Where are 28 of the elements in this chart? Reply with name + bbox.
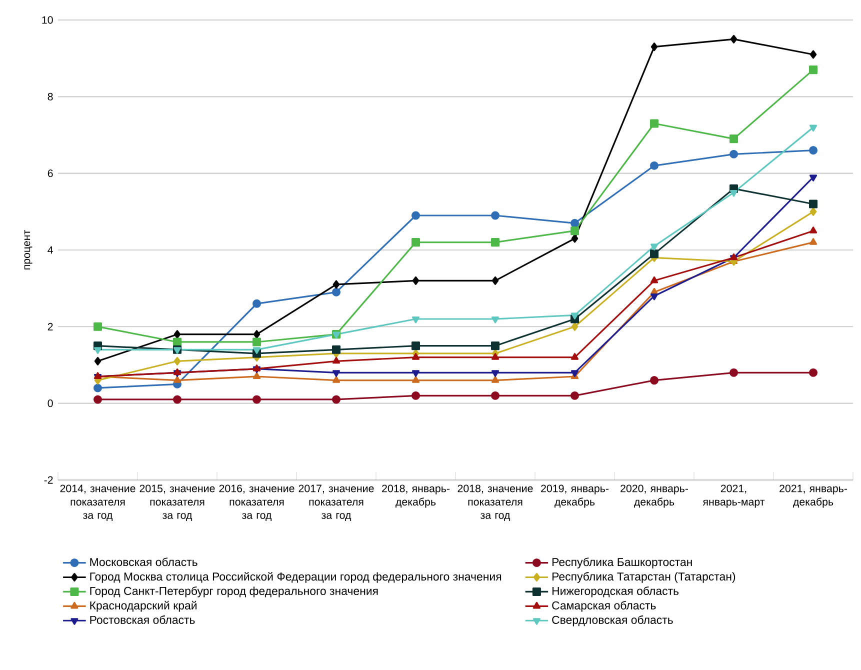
x-tick-label: 2021, январь-март bbox=[702, 484, 765, 508]
x-tick-label: 2020, январь-декабрь bbox=[620, 484, 688, 508]
legend-label: Нижегородская область bbox=[552, 586, 679, 598]
legend-label: Город Санкт-Петербург город федерального значения bbox=[90, 586, 378, 598]
y-tick-label: 2 bbox=[48, 322, 53, 330]
y-tick-label: 6 bbox=[48, 170, 53, 178]
legend-label: Краснодарский край bbox=[90, 600, 196, 612]
legend-label: Свердловская область bbox=[552, 615, 673, 626]
legend-label: Московская область bbox=[90, 558, 198, 566]
legend-label: Республика Башкортостан bbox=[552, 558, 692, 568]
y-tick-label: 4 bbox=[48, 246, 53, 254]
y-axis-title: процент bbox=[24, 230, 32, 270]
x-tick-label: 2018, январь-декабрь bbox=[382, 484, 450, 508]
legend-label: Город Москва столица Российской Федерации город федерального значения bbox=[90, 572, 502, 583]
x-tick-label: 2014, значение показателя за год bbox=[60, 484, 136, 521]
y-tick-label: 10 bbox=[42, 16, 53, 24]
x-tick-label: 2017, значение показателя за год bbox=[298, 484, 374, 521]
x-tick-label: 2015, значение показателя за год bbox=[140, 484, 215, 521]
x-tick-label: 2016, значение показателя за год bbox=[219, 484, 294, 521]
x-tick-label: 2019, январь-декабрь bbox=[541, 484, 608, 508]
y-tick-label: 8 bbox=[48, 92, 53, 100]
legend-label: Республика Татарстан (Татарстан) bbox=[552, 572, 736, 583]
y-tick-label: -2 bbox=[44, 476, 53, 484]
legend-label: Ростовская область bbox=[90, 615, 195, 624]
y-tick-label: 0 bbox=[48, 400, 53, 408]
x-tick-label: 2018, значение показателя за год bbox=[458, 484, 533, 521]
legend-label: Самарская область bbox=[552, 600, 656, 612]
x-tick-label: 2021, январь-декабрь bbox=[780, 484, 847, 508]
